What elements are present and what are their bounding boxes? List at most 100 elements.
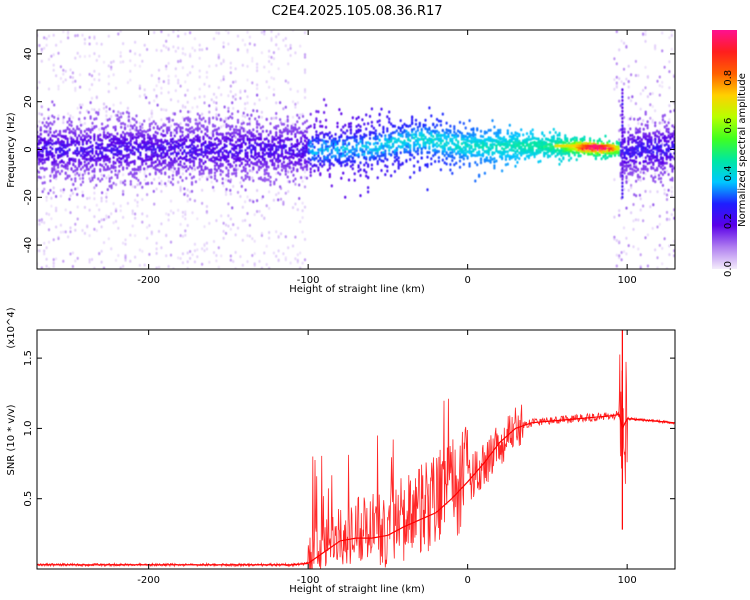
spectrogram-cell-2679: [204, 140, 207, 144]
spectrogram-cell-1106: [627, 188, 630, 192]
spectrogram-cell-2258: [154, 130, 157, 134]
spectrogram-cell-4670: [487, 152, 490, 156]
spectrogram-cell-3476: [300, 140, 303, 144]
spectrogram-cell-4031: [386, 165, 389, 169]
spectrogram-cell-4167: [407, 134, 410, 138]
spectrogram-cell-3959: [374, 156, 377, 160]
spectrogram-cell-3045: [248, 122, 251, 126]
spectrogram-cell-282: [107, 74, 110, 78]
spectrogram-cell-3579: [313, 153, 316, 157]
spectrogram-cell-196: [86, 197, 89, 200]
spectrogram-cell-2543: [189, 165, 192, 169]
spectrogram-cell-4407: [445, 137, 448, 141]
spectrogram-cell-1922: [114, 165, 117, 169]
spectrogram-cell-4175: [409, 175, 412, 179]
spectrogram-cell-1291: [37, 153, 40, 157]
spectrogram-cell-1606: [76, 148, 79, 152]
spectrogram-cell-897: [263, 216, 266, 220]
spectrogram-cell-1165: [644, 86, 647, 90]
spectrogram-cell-2168: [143, 146, 146, 149]
spectrogram-cell-1667: [83, 134, 86, 138]
spectrogram-cell-4248: [420, 147, 423, 151]
spectrogram-cell-2480: [181, 130, 184, 134]
spectrogram-cell-1361: [47, 153, 50, 157]
spectrogram-cell-311: [114, 258, 118, 262]
spectrogram-cell-1842: [104, 134, 107, 138]
spectrogram-cell-3929: [370, 167, 373, 171]
spectrogram-cell-2338: [164, 159, 167, 163]
spectrogram-cell-1472: [60, 139, 63, 143]
spectrogram-cell-2094: [135, 168, 138, 172]
spectrogram-cell-1552: [70, 130, 73, 134]
spectrogram-cell-3595: [317, 148, 320, 152]
spectrogram-cell-2828: [221, 152, 224, 156]
spectrogram-cell-3481: [300, 130, 303, 134]
spectrogram-cell-4187: [411, 116, 414, 120]
spectrogram-cell-1186: [651, 120, 654, 124]
spectrogram-cell-2074: [131, 126, 134, 130]
spectrogram-cell-2873: [227, 152, 230, 156]
spectrogram-cell-1560: [70, 158, 73, 162]
spectrogram-cell-3156: [261, 141, 264, 145]
spectrogram-cell-2546: [189, 120, 192, 124]
spectrogram-cell-2643: [200, 165, 203, 169]
spectrogram-cell-3956: [374, 145, 377, 149]
spectrogram-cell-2156: [141, 160, 144, 164]
spectrogram-cell-1408: [53, 134, 56, 138]
spectrogram-cell-3851: [357, 128, 360, 132]
spectrogram-cell-3022: [246, 162, 249, 166]
spectrogram-cell-304: [112, 221, 115, 225]
spectrogram-cell-1396: [51, 161, 54, 165]
spectrogram-cell-2756: [213, 143, 217, 146]
spectrogram-cell-4609: [478, 150, 481, 154]
spectrogram-cell-1364: [47, 108, 50, 111]
spectrogram-cell-937: [275, 35, 278, 39]
spectrogram-cell-4795: [508, 123, 511, 127]
spectrogram-cell-1207: [658, 222, 661, 226]
spectrogram-cell-2808: [219, 158, 222, 162]
spectrogram-cell-2700: [206, 129, 209, 133]
spectrogram-cell-3408: [292, 173, 295, 177]
spectrogram-cell-4312: [430, 157, 433, 161]
spectrogram-cell-1557: [70, 136, 73, 140]
spectrogram-cell-2971: [238, 159, 241, 163]
spectrogram-cell-3852: [357, 115, 360, 119]
spectrogram-cell-4516: [462, 146, 465, 149]
spectrogram-cell-72: [52, 258, 55, 262]
spectrogram-cell-2577: [192, 128, 195, 132]
spectrogram-cell-347: [124, 256, 127, 260]
spectrogram-cell-3986: [378, 132, 381, 136]
spectrogram-cell-3080: [252, 166, 255, 170]
spectrogram-cell-611: [189, 71, 192, 75]
spectrogram-cell-2470: [179, 126, 182, 130]
spectrogram-cell-865: [253, 252, 256, 256]
spectrogram-cell-4678: [489, 128, 492, 132]
spectrogram-cell-992: [289, 87, 292, 91]
spectrogram-cell-3723: [336, 146, 339, 150]
spectrogram-cell-567: [179, 166, 182, 170]
spectrogram-cell-4549: [468, 164, 471, 168]
spectrogram-cell-2084: [133, 141, 136, 145]
spectrogram-cell-2584: [192, 164, 195, 167]
spectrogram-cell-3384: [288, 166, 291, 170]
spectrogram-cell-3421: [294, 160, 297, 164]
spectrogram-cell-2893: [231, 152, 234, 156]
spectrogram-cell-2169: [143, 134, 146, 138]
spectrogram-cell-2821: [221, 181, 224, 185]
spectrogram-cell-4908: [525, 151, 529, 155]
spectrogram-cell-4030: [386, 127, 389, 131]
spectrogram-cell-2620: [196, 144, 199, 148]
spectrogram-cell-3179: [263, 176, 266, 180]
spectrogram-cell-4880: [522, 133, 525, 137]
spectrogram-cell-2822: [221, 156, 224, 160]
spectrogram-cell-761: [227, 94, 230, 98]
spectrogram-cell-3822: [353, 150, 356, 154]
spectrogram-cell-2027: [125, 161, 129, 165]
spectrogram-cell-1129: [634, 59, 637, 63]
spectrogram-cell-4924: [527, 150, 530, 154]
spectrogram-cell-2760: [213, 171, 217, 175]
spectrogram-cell-4667: [487, 137, 490, 141]
spectrogram-cell-1578: [72, 127, 75, 131]
spectrogram-cell-2024: [125, 166, 129, 170]
spectrogram-cell-4546: [468, 139, 471, 143]
